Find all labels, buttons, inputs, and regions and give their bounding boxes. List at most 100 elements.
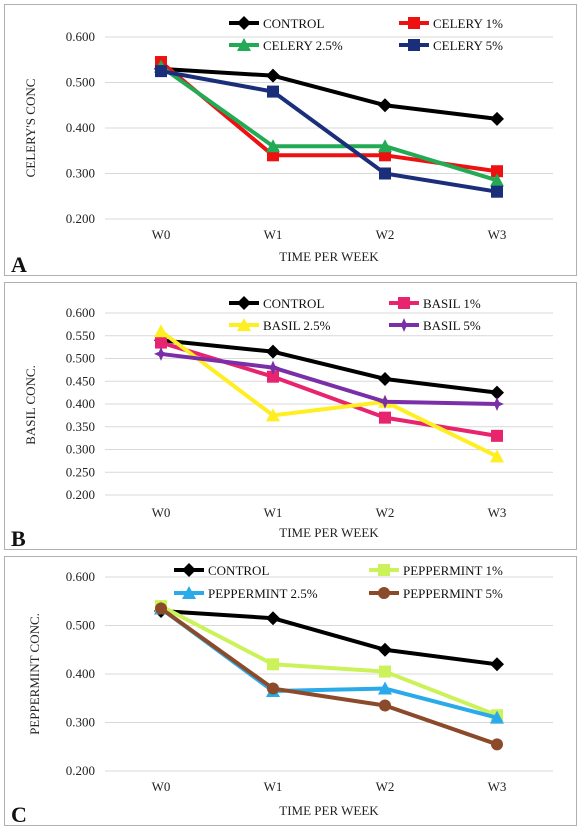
data-point bbox=[491, 738, 503, 751]
data-point bbox=[266, 611, 280, 626]
x-tick-label: W0 bbox=[152, 227, 171, 242]
y-tick-label: 0.300 bbox=[66, 166, 95, 181]
legend-label: CELERY 1% bbox=[433, 16, 503, 31]
y-axis: 0.200 0.300 0.400 0.500 0.600 bbox=[66, 569, 553, 778]
series-celery-1 bbox=[155, 56, 503, 178]
legend-item: PEPPERMINT 2.5% bbox=[174, 586, 318, 601]
data-point bbox=[379, 665, 391, 678]
series-line bbox=[160, 604, 498, 718]
x-tick-label: W0 bbox=[152, 505, 171, 520]
legend-marker bbox=[408, 17, 420, 29]
y-tick-label: 0.300 bbox=[66, 715, 95, 730]
data-point bbox=[266, 139, 280, 153]
legend-label: PEPPERMINT 2.5% bbox=[208, 586, 318, 601]
data-point bbox=[490, 111, 504, 126]
data-point bbox=[379, 167, 391, 180]
data-point bbox=[491, 185, 503, 198]
legend-marker bbox=[398, 297, 410, 309]
y-tick-label: 0.200 bbox=[66, 763, 95, 778]
series-peppermint-2-5 bbox=[154, 601, 504, 724]
series-line bbox=[159, 606, 498, 747]
series-basil-5 bbox=[154, 346, 504, 411]
x-tick-label: W3 bbox=[488, 779, 507, 794]
data-point bbox=[490, 397, 504, 411]
chart-a: 0.200 0.300 0.400 0.500 0.600 W0 W1 W2 W3 TIME PE… bbox=[11, 16, 553, 275]
y-tick-label: 0.350 bbox=[66, 419, 95, 434]
data-point bbox=[378, 394, 392, 409]
data-point bbox=[378, 139, 392, 153]
series-control bbox=[154, 61, 504, 126]
data-point bbox=[266, 344, 280, 359]
y-tick-label: 0.500 bbox=[66, 351, 95, 366]
x-tick-label: W2 bbox=[376, 505, 395, 520]
series-basil-1 bbox=[155, 336, 503, 442]
series-control bbox=[154, 603, 504, 672]
x-axis-title: TIME PER WEEK bbox=[279, 249, 379, 264]
data-point bbox=[154, 324, 168, 338]
legend-item: CELERY 5% bbox=[399, 38, 503, 53]
legend-label: BASIL 5% bbox=[423, 318, 481, 333]
series-line bbox=[160, 66, 498, 121]
data-point bbox=[267, 658, 279, 671]
x-tick-label: W3 bbox=[488, 505, 507, 520]
x-axis-title: TIME PER WEEK bbox=[279, 803, 379, 818]
legend-item: BASIL 1% bbox=[389, 296, 481, 311]
data-point bbox=[491, 429, 503, 442]
data-point bbox=[379, 699, 391, 712]
legend-marker bbox=[237, 16, 251, 30]
x-tick-label: W2 bbox=[376, 779, 395, 794]
y-axis-title: CELERY'S CONC bbox=[23, 79, 38, 178]
legend-item: CELERY 1% bbox=[399, 16, 503, 31]
data-point bbox=[490, 449, 504, 463]
y-tick-label: 0.400 bbox=[66, 666, 95, 681]
legend-label: BASIL 2.5% bbox=[263, 318, 331, 333]
legend-label: CONTROL bbox=[263, 296, 324, 311]
x-axis: W0 W1 W2 W3 bbox=[152, 227, 507, 242]
series-celery-5 bbox=[155, 65, 503, 198]
data-point bbox=[378, 642, 392, 657]
data-point bbox=[155, 336, 167, 349]
data-point bbox=[267, 370, 279, 383]
x-axis: W0 W1 W2 W3 bbox=[152, 505, 507, 520]
y-tick-label: 0.600 bbox=[66, 29, 95, 44]
data-point bbox=[379, 149, 391, 162]
x-tick-label: W1 bbox=[264, 505, 283, 520]
data-point bbox=[378, 371, 392, 386]
data-point bbox=[378, 681, 392, 695]
legend-item: CONTROL bbox=[229, 16, 324, 31]
y-tick-label: 0.550 bbox=[66, 328, 95, 343]
legend-item: BASIL 2.5% bbox=[229, 318, 331, 333]
x-tick-label: W0 bbox=[152, 779, 171, 794]
y-tick-label: 0.200 bbox=[66, 211, 95, 226]
legend: CONTROL PEPPERMINT 1% PEPPERMINT 2.5% PEPPE… bbox=[174, 563, 503, 601]
chart-panel-c: 0.200 0.300 0.400 0.500 0.600 W0 W1 W2 W3 TIME PE… bbox=[4, 556, 577, 826]
panel-label: B bbox=[11, 526, 26, 549]
data-point bbox=[490, 173, 504, 187]
legend-label: PEPPERMINT 1% bbox=[403, 563, 503, 578]
legend-marker bbox=[378, 587, 390, 599]
legend-item: PEPPERMINT 5% bbox=[369, 586, 503, 601]
x-tick-label: W2 bbox=[376, 227, 395, 242]
series-line bbox=[159, 606, 498, 720]
y-tick-label: 0.600 bbox=[66, 569, 95, 584]
legend-label: CELERY 5% bbox=[433, 38, 503, 53]
legend-label: CONTROL bbox=[263, 16, 324, 31]
y-axis-title: BASIL CONC. bbox=[23, 365, 38, 445]
data-point bbox=[266, 408, 280, 422]
y-tick-label: 0.500 bbox=[66, 75, 95, 90]
legend-label: CONTROL bbox=[208, 563, 269, 578]
y-axis-title: PEPPERMINT CONC. bbox=[27, 613, 42, 735]
y-tick-label: 0.450 bbox=[66, 373, 95, 388]
legend-item: BASIL 5% bbox=[389, 318, 481, 333]
chart-b: 0.200 0.250 0.300 0.350 0.400 0.450 0.500 0.550… bbox=[11, 296, 553, 549]
series-line bbox=[159, 64, 498, 183]
legend-label: BASIL 1% bbox=[423, 296, 481, 311]
y-tick-label: 0.400 bbox=[66, 396, 95, 411]
legend: CONTROL CELERY 1% CELERY 2.5% CELERY 5% bbox=[229, 16, 503, 53]
data-point bbox=[155, 602, 167, 615]
panel-label: C bbox=[11, 802, 27, 825]
series-line bbox=[160, 338, 498, 395]
y-tick-label: 0.250 bbox=[66, 464, 95, 479]
data-point bbox=[490, 657, 504, 672]
data-point bbox=[490, 385, 504, 400]
